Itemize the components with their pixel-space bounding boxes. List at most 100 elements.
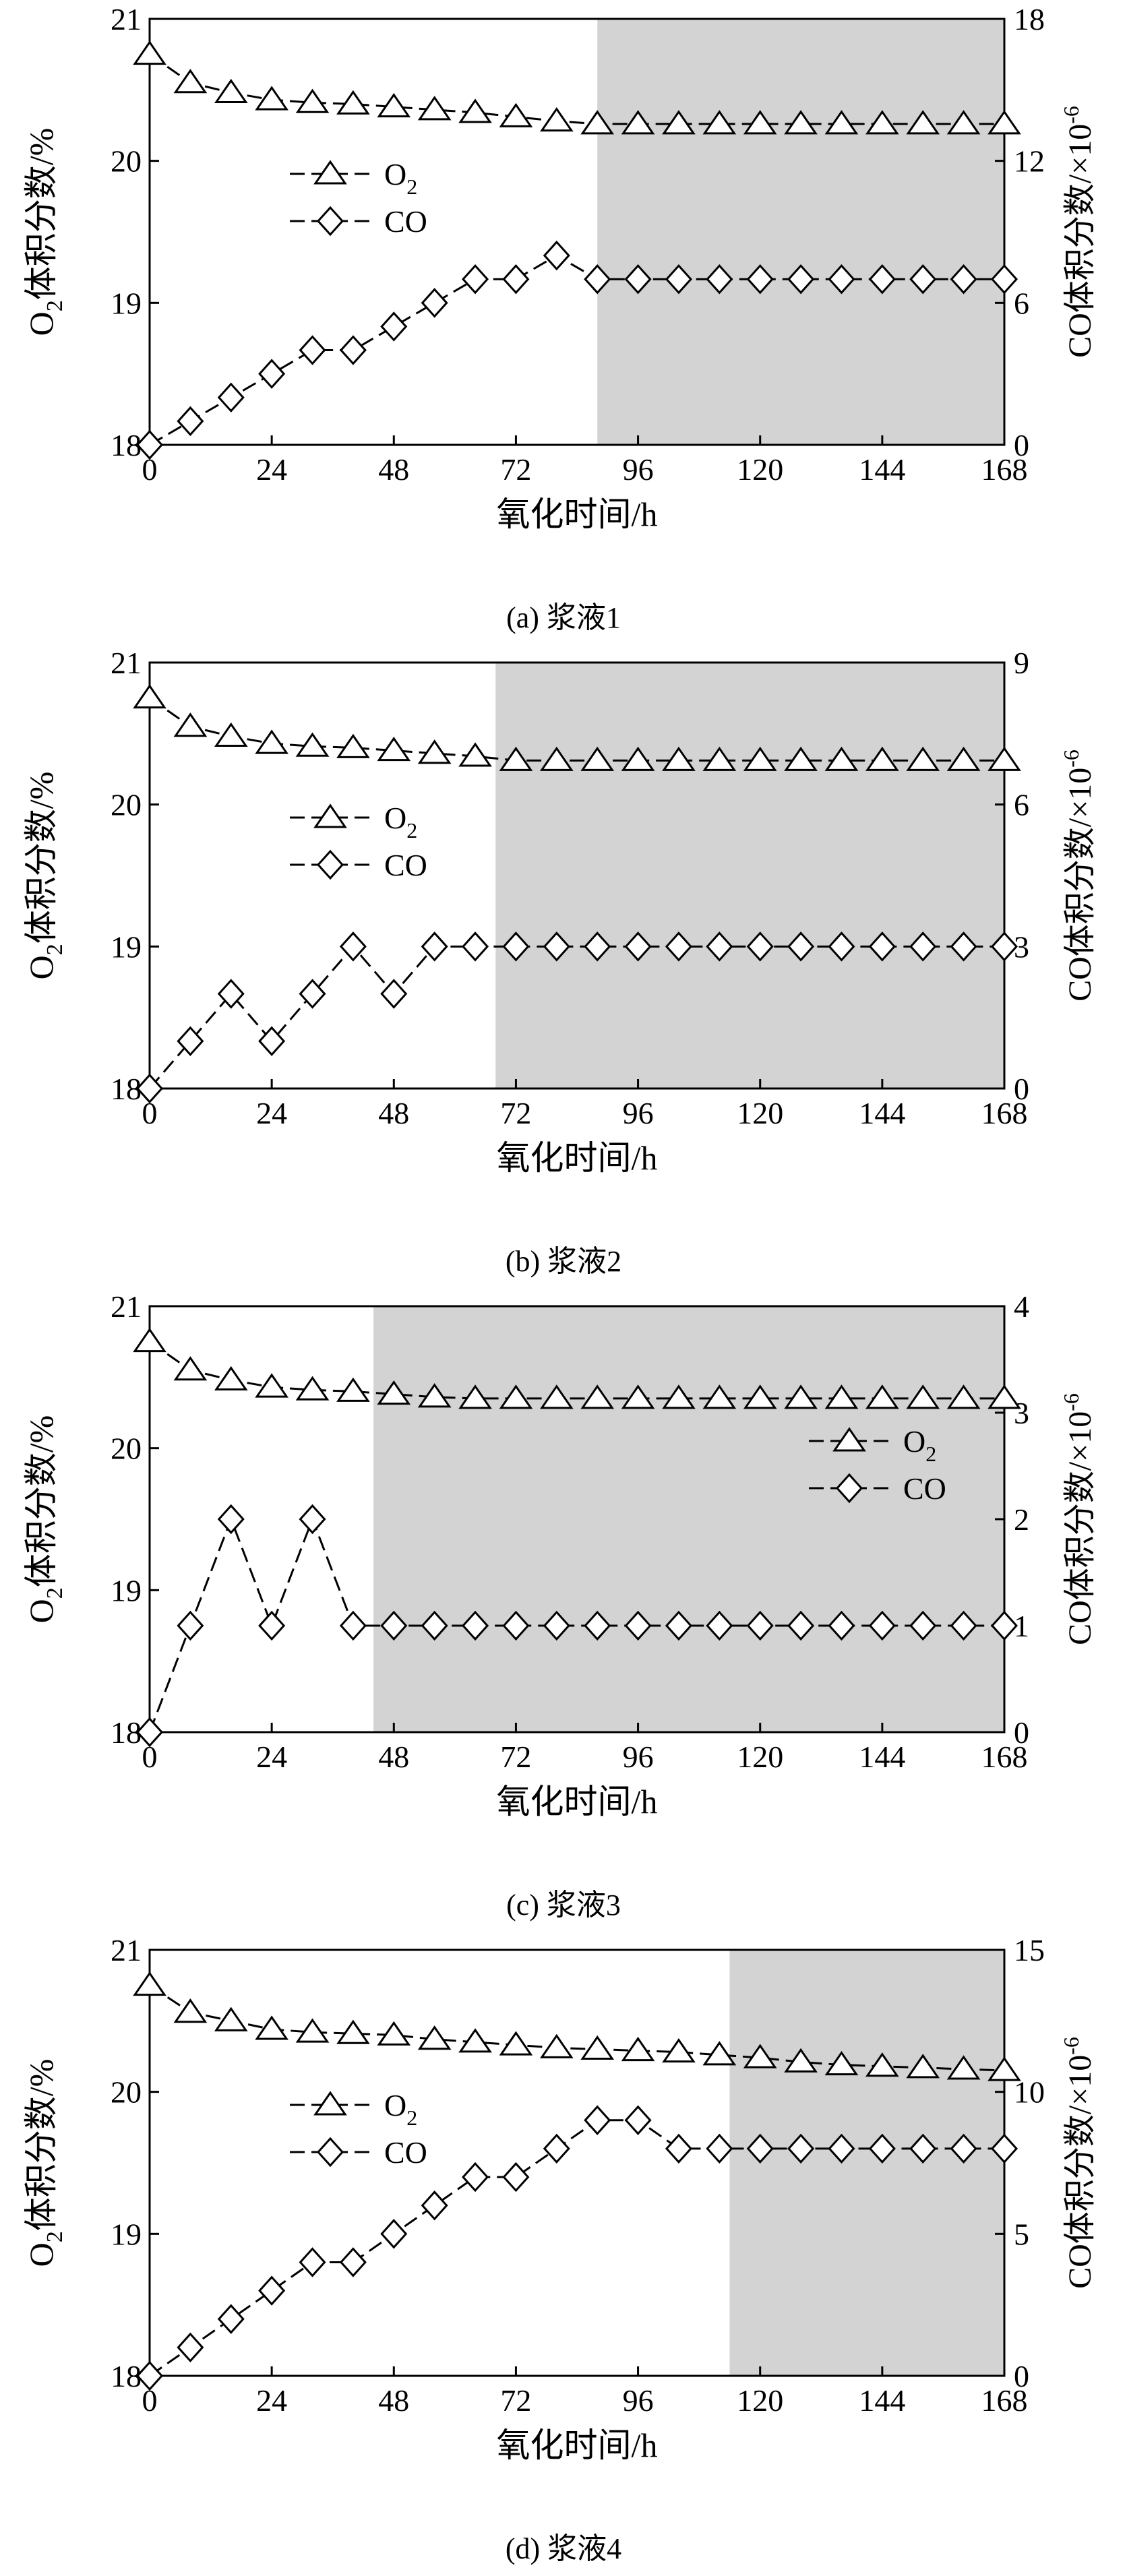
o2-point — [824, 1384, 859, 1409]
co-point — [380, 311, 408, 342]
co-point — [380, 2219, 408, 2249]
y-left-tick-label: 19 — [111, 2217, 142, 2251]
x-axis-label: 氧化时间/h — [497, 495, 658, 533]
co-point — [217, 382, 245, 413]
o2-point — [133, 1328, 166, 1353]
o2-point — [946, 1384, 981, 1409]
co-point — [868, 1610, 896, 1641]
co-point — [624, 264, 652, 295]
stable-region-shade — [597, 19, 1004, 445]
x-tick-label: 144 — [859, 1740, 905, 1774]
y-right-tick-label: 6 — [1014, 788, 1029, 822]
x-tick-label: 120 — [737, 1096, 783, 1130]
co-point — [135, 1073, 164, 1104]
co-point — [135, 429, 164, 460]
o2-point — [214, 78, 248, 104]
x-tick-label: 48 — [378, 1096, 409, 1130]
y-left-axis-label: O2体积分数/% — [22, 772, 67, 980]
co-point — [462, 264, 489, 295]
chart-panel: 0 24 48 72 96 120 144 168 18 19 20 21 0 5 10 15 氧化时间/h O2… — [0, 1931, 1127, 2575]
o2-point — [377, 2021, 411, 2046]
y-right-axis-label: CO体积分数/×10-6 — [1059, 1393, 1098, 1645]
y-left-tick-label: 19 — [111, 1573, 142, 1607]
co-point — [462, 2161, 489, 2192]
o2-point — [987, 2056, 1021, 2081]
co-point — [746, 2133, 774, 2164]
y-right-tick-label: 1 — [1014, 1609, 1029, 1643]
co-point — [706, 1610, 733, 1641]
panel-caption: (a) 浆液1 — [506, 601, 621, 634]
o2-point — [743, 746, 777, 771]
o2-point — [702, 2041, 737, 2066]
y-left-tick-label: 20 — [111, 788, 142, 822]
co-point — [462, 1610, 489, 1641]
o2-point — [458, 98, 492, 123]
x-tick-label: 168 — [981, 452, 1028, 487]
legend-label: O2 — [384, 801, 417, 842]
x-tick-label: 48 — [378, 1740, 409, 1774]
chart-panel: 0 24 48 72 96 120 144 168 18 19 20 21 0 6 12 18 氧化时间/h O2… — [0, 0, 1127, 644]
x-tick-label: 96 — [623, 2383, 654, 2418]
o2-point — [865, 2052, 899, 2077]
y-left-tick-label: 18 — [111, 428, 142, 462]
chart-panel: 0 24 48 72 96 120 144 168 18 19 20 21 0 1 2 3 4 氧化时间/h O2体… — [0, 1287, 1127, 1931]
y-left-tick-label: 21 — [111, 1933, 142, 1967]
co-point — [828, 1610, 855, 1641]
o2-point — [743, 2044, 777, 2068]
o2-point — [621, 746, 655, 771]
co-point — [990, 1610, 1018, 1641]
stable-region-shade — [495, 663, 1004, 1088]
o2-point — [784, 746, 818, 771]
o2-point — [662, 1384, 696, 1409]
series-line-o2 — [149, 53, 1004, 125]
y-right-tick-label: 18 — [1014, 2, 1045, 36]
co-point — [950, 264, 977, 295]
co-point — [135, 1717, 164, 1748]
o2-point — [255, 729, 288, 754]
co-point — [502, 264, 530, 295]
co-point — [706, 931, 733, 962]
o2-point — [784, 2048, 818, 2073]
o2-point — [499, 746, 533, 771]
y-right-tick-label: 0 — [1014, 1072, 1029, 1106]
co-point — [909, 264, 937, 295]
legend-label: CO — [384, 204, 427, 239]
o2-point — [539, 1384, 574, 1409]
o2-point — [417, 96, 452, 121]
y-left-tick-label: 20 — [111, 144, 142, 179]
co-point — [746, 264, 774, 295]
co-point — [828, 264, 855, 295]
y-left-tick-label: 21 — [111, 646, 142, 680]
o2-point — [295, 2018, 330, 2043]
o2-point — [702, 746, 737, 771]
o2-point — [214, 722, 248, 747]
o2-point — [946, 110, 981, 135]
o2-point — [662, 2038, 696, 2063]
co-point — [258, 359, 286, 389]
co-point — [787, 1610, 815, 1641]
x-tick-label: 168 — [981, 1096, 1028, 1130]
y-left-tick-label: 18 — [111, 1072, 142, 1106]
co-point — [421, 1610, 448, 1641]
x-tick-label: 144 — [859, 2383, 905, 2418]
o2-point — [377, 92, 411, 118]
x-tick-label: 24 — [256, 1740, 287, 1774]
legend-diamond-icon — [316, 2137, 344, 2168]
co-point — [868, 264, 896, 295]
y-right-axis-label: CO体积分数/×10-6 — [1059, 749, 1098, 1002]
co-point — [868, 2133, 896, 2164]
x-tick-label: 96 — [623, 1740, 654, 1774]
o2-point — [173, 69, 208, 94]
co-point — [950, 931, 977, 962]
x-tick-label: 120 — [737, 452, 783, 487]
co-point — [787, 931, 815, 962]
legend-triangle-icon — [313, 2091, 347, 2116]
x-tick-label: 48 — [378, 2383, 409, 2418]
y-right-tick-label: 0 — [1014, 428, 1029, 462]
legend-label: O2 — [903, 1424, 936, 1466]
y-right-tick-label: 4 — [1014, 1289, 1029, 1324]
x-tick-label: 72 — [500, 1740, 531, 1774]
series-line-o2 — [149, 1341, 1004, 1400]
panel-caption: (d) 浆液4 — [505, 2532, 622, 2565]
o2-point — [458, 742, 492, 767]
